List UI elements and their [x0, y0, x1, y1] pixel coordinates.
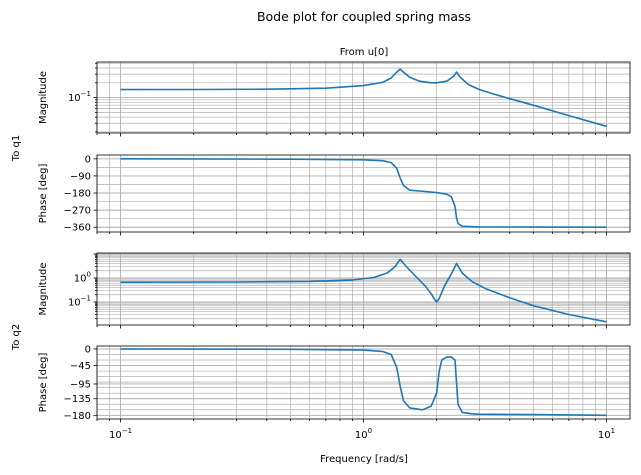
y-tick-label: −95 [70, 379, 91, 390]
x-tick-label: 100 [355, 427, 372, 441]
response-line [120, 258, 607, 323]
response-line [120, 348, 607, 417]
response-line [120, 68, 607, 128]
x-axis-label: Frequency [rad/s] [320, 454, 408, 465]
panel-3: 100 10−1 Magnitude [38, 252, 631, 329]
figure-title: Bode plot for coupled spring mass [257, 9, 471, 24]
axes-frame [96, 252, 631, 326]
y-axis-label: Magnitude [38, 71, 49, 124]
panel-1: 10−1 Magnitude [38, 61, 631, 137]
axes-frame [96, 345, 631, 420]
y-tick-label: 0 [85, 344, 91, 355]
axes-frame [96, 154, 631, 233]
y-tick-label: −180 [64, 411, 91, 422]
y-tick-label: −360 [64, 223, 91, 234]
row-label-q2: To q2 [11, 324, 22, 351]
y-axis-label: Magnitude [38, 263, 49, 316]
y-tick-label: −135 [64, 394, 91, 405]
column-title: From u[0] [340, 47, 389, 58]
x-tick-label: 101 [598, 427, 615, 441]
y-tick-label: 10−1 [68, 294, 91, 308]
axes-frame [96, 61, 631, 134]
y-axis-label: Phase [deg] [38, 164, 49, 224]
y-axis-label: Phase [deg] [38, 353, 49, 413]
response-line [120, 158, 607, 228]
panel-2: 0 −90 −180 −270 −360 Phase [deg] [38, 154, 631, 236]
y-tick-label: 100 [74, 270, 91, 284]
panel-4: 0 −45 −95 −135 −180 10−1 100 101 Phase [deg] [38, 344, 631, 441]
y-tick-label: −270 [64, 206, 91, 217]
row-label-q1: To q1 [11, 135, 22, 162]
y-tick-label: 0 [85, 154, 91, 165]
panels: 10−1 Magnitude 0 −90 −180 −270 −360 Phase [deg]… [38, 61, 631, 441]
y-tick-label: −180 [64, 189, 91, 200]
y-tick-label: 10−1 [68, 90, 91, 104]
y-tick-label: −90 [70, 171, 91, 182]
x-tick-label: 10−1 [109, 427, 132, 441]
y-tick-label: −45 [70, 361, 91, 372]
